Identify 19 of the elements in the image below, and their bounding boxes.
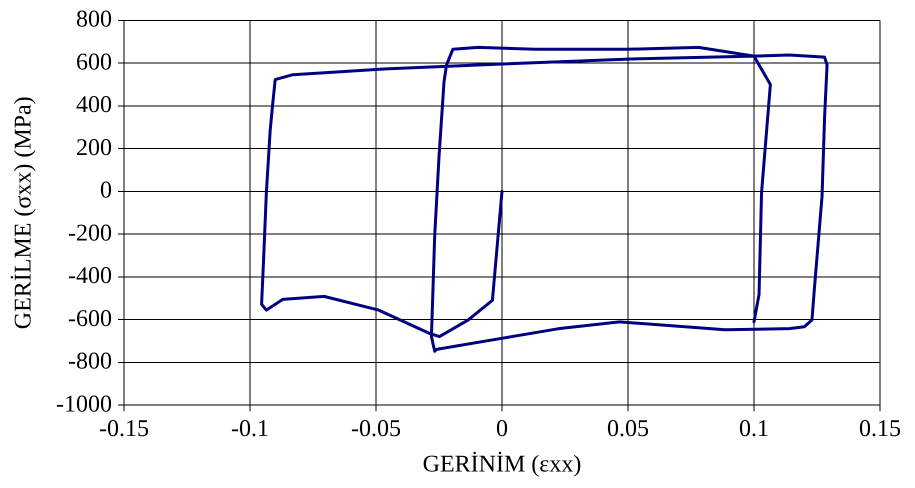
y-tick-label: 200 bbox=[76, 134, 112, 161]
y-tick-label: 400 bbox=[76, 92, 112, 118]
x-tick-label: 0.05 bbox=[606, 416, 649, 442]
y-tick-label: -1000 bbox=[56, 391, 112, 418]
x-tick-label: 0 bbox=[496, 416, 508, 442]
x-tick-label: -0.05 bbox=[350, 416, 401, 442]
y-tick-label: -200 bbox=[68, 220, 112, 246]
y-tick-label: -800 bbox=[68, 348, 112, 375]
y-tick-label: 600 bbox=[76, 49, 112, 76]
y-tick-label: -600 bbox=[68, 306, 112, 332]
y-tick-label: -400 bbox=[68, 263, 112, 290]
x-axis-title: GERİNİM (εxx) bbox=[422, 451, 582, 478]
x-tick-label: -0.1 bbox=[230, 416, 269, 442]
y-axis-title: GERİLME (σxx) (MPa) bbox=[10, 96, 36, 330]
y-tick-label: 800 bbox=[76, 6, 112, 33]
y-tick-label: 0 bbox=[100, 178, 112, 204]
x-tick-label: 0.1 bbox=[739, 416, 769, 442]
x-tick-label: 0.15 bbox=[859, 416, 901, 442]
x-tick-label: -0.15 bbox=[98, 416, 149, 442]
